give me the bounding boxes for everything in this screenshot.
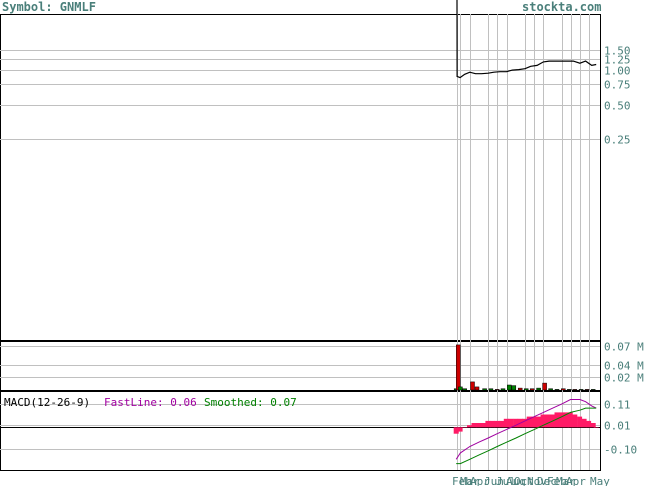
macd-histogram-bar [559, 412, 565, 428]
x-tick-label: Jun [484, 475, 504, 486]
price-tick-label: 0.25 [604, 134, 631, 147]
macd-histogram-bar [531, 416, 537, 428]
macd-histogram-bar [508, 418, 514, 428]
volume-bar [529, 388, 535, 391]
macd-histogram-bar [503, 418, 509, 428]
volume-bar [548, 388, 553, 391]
price-tick-label: 1.50 [604, 45, 631, 58]
macd-title: MACD(12-26-9) [4, 396, 90, 409]
volume-bar [578, 389, 584, 391]
macd-histogram-bar [494, 420, 500, 428]
macd-histogram-bar [572, 414, 578, 428]
volume-bar [470, 381, 475, 391]
x-tick-label: Oct [514, 475, 534, 486]
macd-histogram-bar [471, 423, 477, 428]
volume-bar [482, 388, 487, 391]
volume-bar [517, 387, 523, 391]
volume-bar [462, 388, 467, 391]
macd-tick-label: -0.10 [604, 444, 637, 457]
price-tick-label: 1.00 [604, 65, 631, 78]
x-tick-label: Aug [506, 475, 526, 486]
volume-bar [494, 389, 500, 391]
macd-histogram-bar [581, 418, 587, 428]
macd-histogram-bar [457, 427, 463, 432]
volume-bar [488, 388, 494, 391]
volume-tick-label: 0.02 M [604, 372, 644, 385]
volume-bar [536, 387, 541, 391]
macd-panel-frame [0, 391, 601, 471]
macd-tick-label: 0.11 [604, 399, 631, 412]
volume-tick-label: 0.07 M [604, 341, 644, 354]
macd-smoothed-label: Smoothed: 0.07 [204, 396, 297, 409]
volume-bar [511, 385, 517, 391]
x-tick-label: Apr [470, 475, 490, 486]
x-tick-label: Apr [566, 475, 586, 486]
volume-bar [561, 388, 566, 391]
macd-histogram-bar [593, 427, 599, 428]
macd-histogram-bar [577, 416, 583, 428]
macd-fast-line [455, 399, 597, 460]
x-tick-label: Nov [527, 475, 547, 486]
x-tick-label: Feb [547, 475, 567, 486]
x-tick-label: May [590, 475, 610, 486]
volume-bar [554, 389, 560, 391]
symbol-label: Symbol: GNMLF [2, 0, 96, 14]
macd-histogram-bar [489, 420, 495, 428]
macd-fast-label: FastLine: 0.06 [104, 396, 197, 409]
macd-histogram-bar [476, 423, 481, 428]
x-tick-label: Jul [496, 475, 516, 486]
x-tick-label: Mar [556, 475, 576, 486]
macd-histogram-bar [526, 416, 532, 428]
macd-histogram-bar [513, 418, 519, 428]
price-panel-frame [0, 14, 601, 341]
macd-smoothed-line [456, 407, 597, 465]
macd-histogram-bar [567, 412, 573, 428]
macd-histogram-bar [467, 425, 472, 428]
macd-histogram-bar [522, 418, 528, 428]
macd-histogram-bar [586, 420, 592, 428]
volume-bar [542, 382, 547, 391]
macd-histogram-bar [545, 414, 551, 428]
price-tick-label: 0.50 [604, 100, 631, 113]
volume-bar [590, 389, 596, 391]
volume-bar [584, 389, 590, 391]
macd-histogram-bar [554, 412, 560, 428]
volume-tick-label: 0.04 M [604, 360, 644, 373]
macd-histogram-bar [536, 416, 542, 428]
x-tick-label: Feb [452, 475, 472, 486]
macd-histogram-bar [480, 423, 486, 428]
macd-histogram-bar [499, 420, 504, 428]
macd-histogram-bar [590, 423, 596, 428]
macd-histogram-bar [453, 427, 459, 434]
price-line [456, 0, 597, 79]
macd-tick-label: 0.01 [604, 420, 631, 433]
macd-histogram-bar [540, 414, 546, 428]
price-tick-label: 1.25 [604, 54, 631, 67]
price-tick-label: 0.75 [604, 79, 631, 92]
volume-bar [456, 344, 461, 391]
volume-bar [567, 389, 572, 391]
volume-bar [474, 386, 480, 391]
x-tick-label: Mar [460, 475, 480, 486]
macd-histogram-bar [462, 427, 468, 428]
macd-histogram-bar [485, 420, 491, 428]
volume-bar [458, 386, 463, 391]
site-name: stockta.com [522, 0, 602, 14]
volume-bar [572, 389, 578, 391]
x-tick-label: Dec [537, 475, 557, 486]
macd-histogram-bar [563, 412, 569, 428]
volume-bar [523, 388, 529, 391]
volume-bar [507, 384, 512, 391]
volume-bar [500, 388, 506, 391]
